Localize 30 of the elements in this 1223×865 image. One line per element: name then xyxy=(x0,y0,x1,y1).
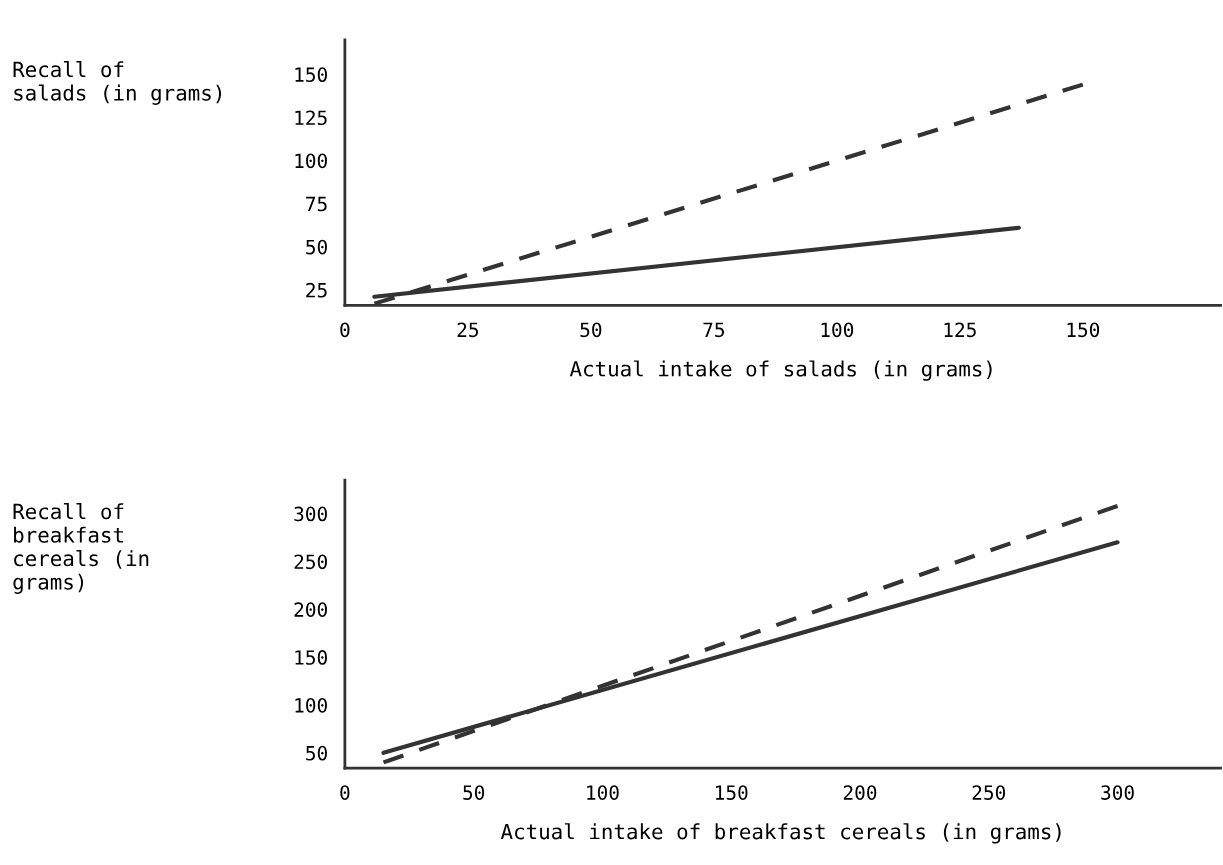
y-tick-label: 150 xyxy=(295,67,327,82)
y-tick-label: 100 xyxy=(295,697,327,713)
y-tick-label: 25 xyxy=(306,282,327,298)
x-tick-label: 0 xyxy=(340,785,350,800)
y-axis-title: Recall of salads (in grams) xyxy=(13,61,222,105)
y-tick-label: 200 xyxy=(294,602,327,617)
x-tick-label: 100 xyxy=(587,785,619,800)
x-tick-label: 50 xyxy=(463,785,485,800)
y-axis-title: Recall of breakfast cereals (in grams) xyxy=(13,503,149,594)
x-tick-label: 150 xyxy=(1067,322,1100,338)
y-tick-label: 300 xyxy=(294,506,327,522)
x-tick-label: 0 xyxy=(340,322,350,338)
x-tick-label: 300 xyxy=(1101,785,1134,800)
y-tick-label: 75 xyxy=(306,196,327,212)
y-tick-label: 100 xyxy=(295,153,327,169)
y-tick-label: 50 xyxy=(306,745,327,761)
y-tick-label: 50 xyxy=(306,239,327,255)
x-tick-label: 200 xyxy=(843,785,877,800)
y-tick-label: 150 xyxy=(295,650,327,665)
x-tick-label: 25 xyxy=(457,322,479,338)
x-tick-label: 75 xyxy=(703,322,724,338)
x-tick-label: 250 xyxy=(972,785,1006,800)
y-tick-label: 125 xyxy=(295,110,327,126)
y-tick-label: 250 xyxy=(294,554,327,570)
x-tick-label: 50 xyxy=(580,322,602,338)
x-tick-label: 100 xyxy=(821,322,854,338)
x-tick-label: 150 xyxy=(715,785,748,800)
x-axis-title: Actual intake of salads (in grams) xyxy=(569,360,992,381)
x-axis-title: Actual intake of breakfast cereals (in grams) xyxy=(500,823,1061,844)
x-tick-label: 125 xyxy=(944,322,976,338)
